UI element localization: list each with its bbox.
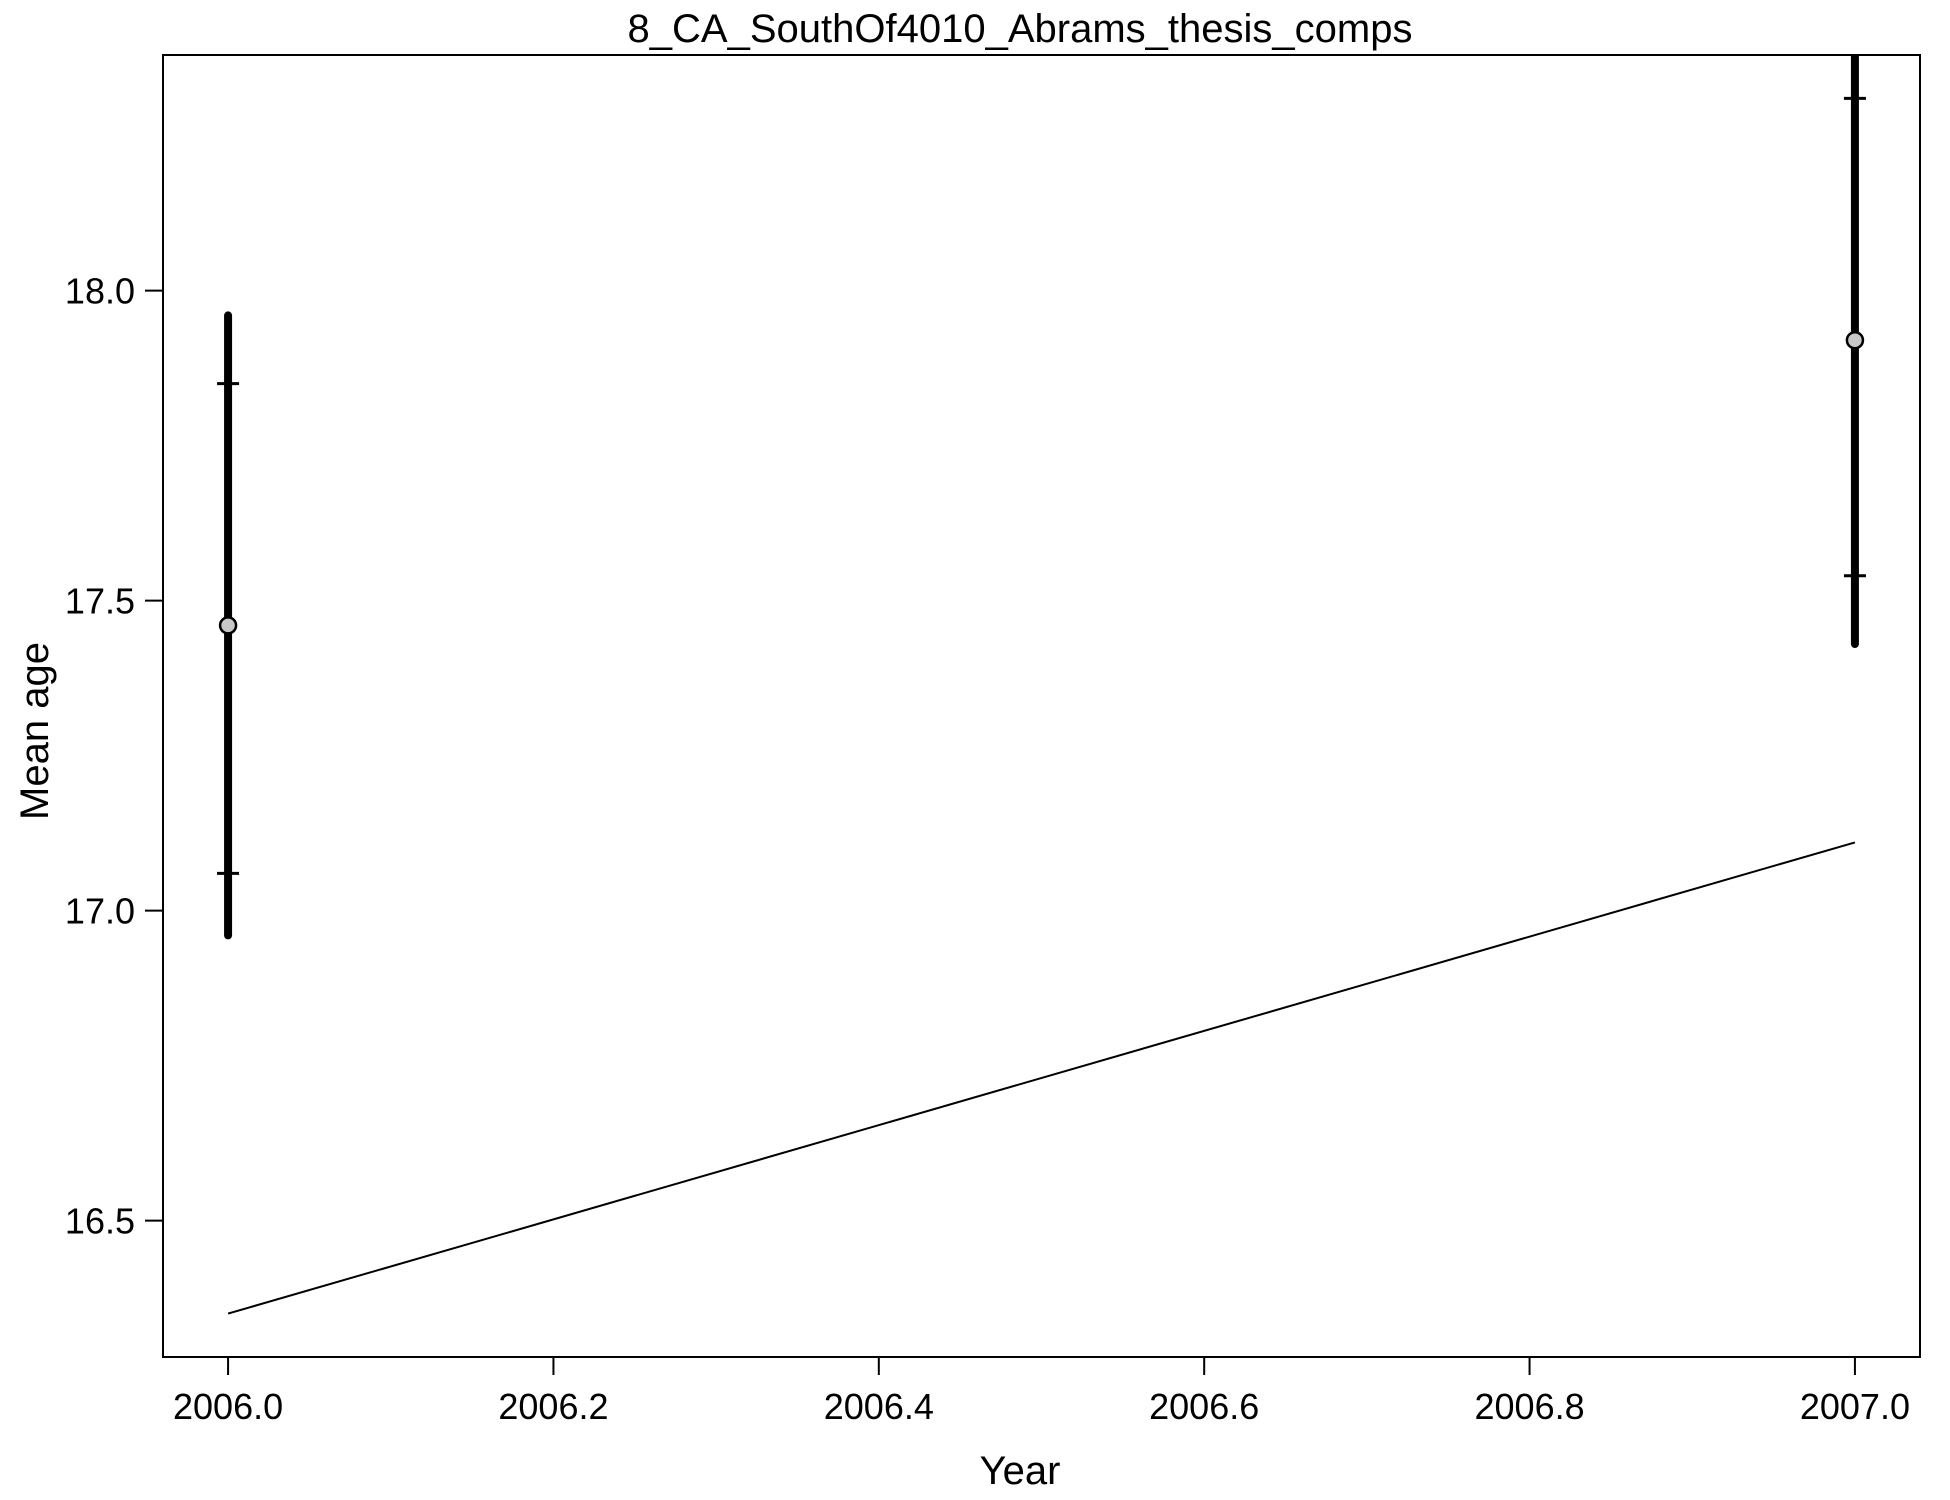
x-axis-title: Year	[980, 1449, 1061, 1493]
x-tick-label: 2006.0	[173, 1386, 283, 1427]
plot-layer	[217, 55, 1866, 1315]
x-axis: 2006.0 2006.2 2006.4 2006.6 2006.8 2007.0	[173, 1357, 1910, 1427]
data-point	[1845, 330, 1865, 350]
y-tick-label: 17.0	[65, 891, 135, 932]
y-axis-title: Mean age	[13, 642, 57, 820]
y-tick-label: 17.5	[65, 581, 135, 622]
plot-clipped-group	[217, 55, 1866, 1315]
data-point	[218, 616, 238, 635]
y-tick-label: 16.5	[65, 1201, 135, 1242]
x-tick-label: 2006.8	[1475, 1386, 1585, 1427]
expected-line	[227, 841, 1856, 1315]
x-tick-label: 2007.0	[1800, 1386, 1910, 1427]
x-tick-label: 2006.6	[1149, 1386, 1259, 1427]
y-axis: 16.5 17.0 17.5 18.0	[65, 271, 163, 1242]
y-tick-label: 18.0	[65, 271, 135, 312]
chart-title: 8_CA_SouthOf4010_Abrams_thesis_comps	[628, 7, 1413, 51]
x-tick-label: 2006.2	[498, 1386, 608, 1427]
x-tick-label: 2006.4	[824, 1386, 934, 1427]
plot-frame	[162, 54, 1921, 1358]
